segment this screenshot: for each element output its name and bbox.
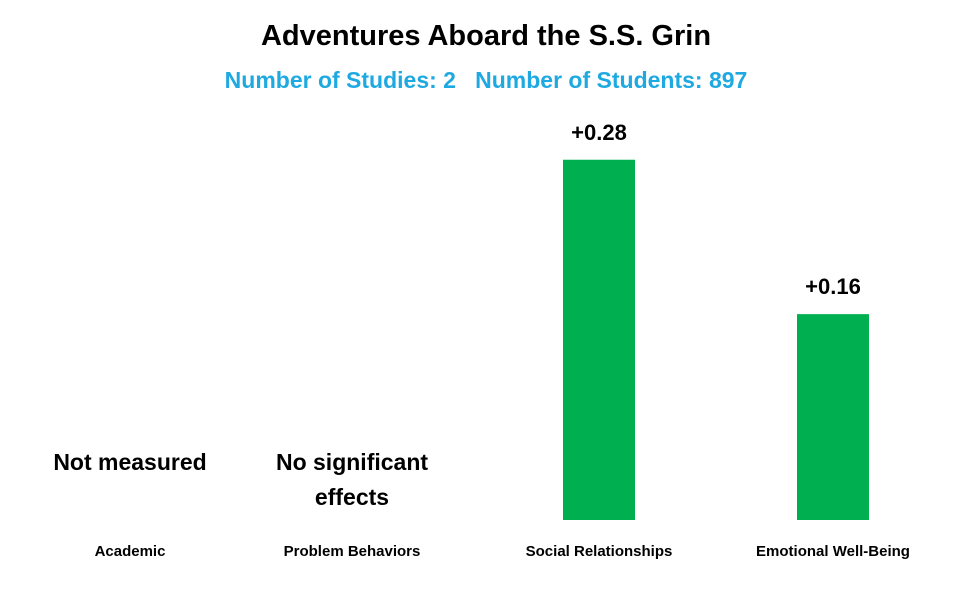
chart-subtitle: Number of Studies: 2 Number of Students:…	[224, 67, 748, 93]
annotation: No significant effects	[275, 449, 429, 510]
value-label: +0.28	[571, 119, 627, 145]
annotation: Not measured	[53, 449, 207, 475]
value-label: +0.16	[805, 274, 861, 300]
chart-title: Adventures Aboard the S.S. Grin	[260, 20, 712, 52]
x-tick-label: Academic	[94, 543, 166, 560]
bar	[797, 314, 869, 520]
x-tick-label: Emotional Well-Being	[756, 543, 910, 560]
x-tick-label: Social Relationships	[525, 543, 673, 560]
x-tick-label: Problem Behaviors	[283, 543, 421, 560]
bar	[563, 159, 635, 520]
